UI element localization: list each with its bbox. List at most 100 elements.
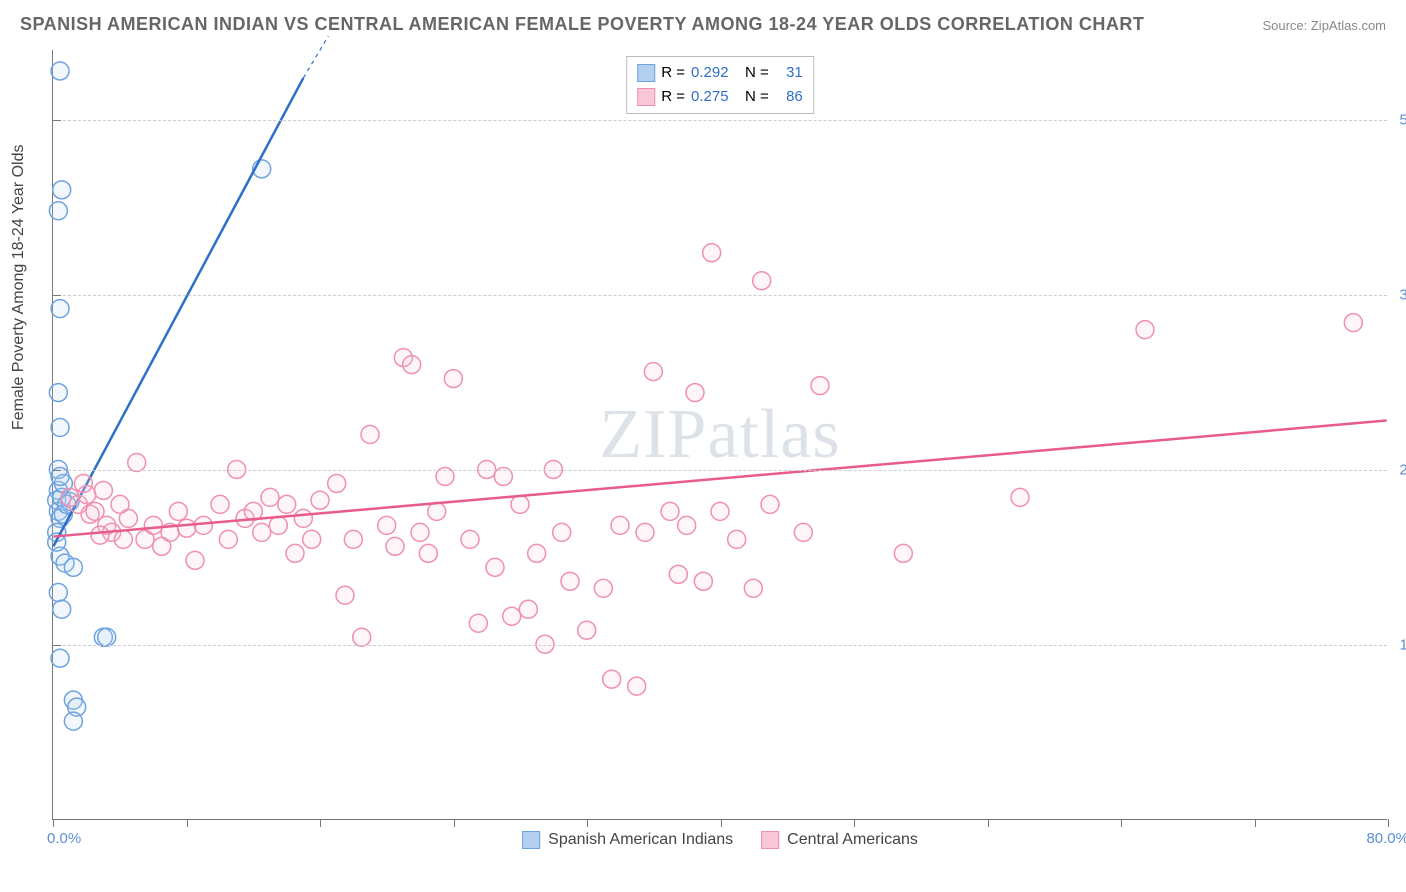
data-point (811, 377, 829, 395)
chart-plot-area: ZIPatlas R = 0.292 N = 31 R = 0.275 N = … (52, 50, 1387, 820)
data-point (53, 181, 71, 199)
data-point (278, 495, 296, 513)
data-point (336, 586, 354, 604)
data-point (761, 495, 779, 513)
y-tick-label: 25.0% (1399, 462, 1406, 479)
data-point (303, 530, 321, 548)
y-tick-label: 50.0% (1399, 112, 1406, 129)
data-point (53, 600, 71, 618)
legend-item-series-1: Spanish American Indians (522, 831, 733, 849)
r-label: R = (661, 85, 685, 109)
data-point (386, 537, 404, 555)
data-point (794, 523, 812, 541)
data-point (711, 502, 729, 520)
data-point (98, 628, 116, 646)
data-point (328, 474, 346, 492)
data-point (561, 572, 579, 590)
y-tick (53, 645, 61, 646)
data-point (553, 523, 571, 541)
swatch-series-2 (637, 88, 655, 106)
data-point (636, 523, 654, 541)
x-axis-min-label: 0.0% (47, 830, 81, 847)
data-point (49, 584, 67, 602)
data-point (64, 712, 82, 730)
data-point (461, 530, 479, 548)
y-tick-label: 12.5% (1399, 637, 1406, 654)
x-tick (187, 819, 188, 827)
x-axis-max-label: 80.0% (1366, 830, 1406, 847)
legend-item-series-2: Central Americans (761, 831, 918, 849)
data-point (269, 516, 287, 534)
swatch-series-2-icon (761, 831, 779, 849)
data-point (444, 370, 462, 388)
data-point (286, 544, 304, 562)
data-point (178, 519, 196, 537)
x-tick (454, 819, 455, 827)
gridline (53, 645, 1387, 646)
data-point (403, 356, 421, 374)
data-point (1136, 321, 1154, 339)
x-tick (320, 819, 321, 827)
data-point (694, 572, 712, 590)
y-tick-label: 37.5% (1399, 287, 1406, 304)
n-value-series-1: 31 (775, 61, 803, 85)
data-point (94, 481, 112, 499)
data-point (353, 628, 371, 646)
stats-row-series-1: R = 0.292 N = 31 (637, 61, 803, 85)
data-point (261, 488, 279, 506)
x-tick (988, 819, 989, 827)
correlation-stats-legend: R = 0.292 N = 31 R = 0.275 N = 86 (626, 56, 814, 114)
trend-line-extension (303, 36, 328, 78)
data-point (611, 516, 629, 534)
data-point (64, 558, 82, 576)
data-point (519, 600, 537, 618)
data-point (678, 516, 696, 534)
swatch-series-1 (637, 64, 655, 82)
data-point (128, 453, 146, 471)
data-point (628, 677, 646, 695)
data-point (703, 244, 721, 262)
data-point (219, 530, 237, 548)
n-value-series-2: 86 (775, 85, 803, 109)
data-point (511, 495, 529, 513)
x-tick (854, 819, 855, 827)
data-point (144, 516, 162, 534)
x-tick (587, 819, 588, 827)
n-label: N = (745, 85, 769, 109)
data-point (486, 558, 504, 576)
data-point (661, 502, 679, 520)
data-point (1011, 488, 1029, 506)
data-point (503, 607, 521, 625)
data-point (728, 530, 746, 548)
data-point (119, 509, 137, 527)
x-tick (1388, 819, 1389, 827)
data-point (51, 649, 69, 667)
scatter-plot-svg (53, 50, 1387, 819)
data-point (253, 523, 271, 541)
stats-row-series-2: R = 0.275 N = 86 (637, 85, 803, 109)
chart-title: SPANISH AMERICAN INDIAN VS CENTRAL AMERI… (20, 14, 1144, 35)
x-tick (53, 819, 54, 827)
data-point (428, 502, 446, 520)
data-point (361, 426, 379, 444)
data-point (344, 530, 362, 548)
x-tick (1255, 819, 1256, 827)
r-value-series-1: 0.292 (691, 61, 739, 85)
data-point (644, 363, 662, 381)
data-point (1344, 314, 1362, 332)
data-point (603, 670, 621, 688)
y-axis-label: Female Poverty Among 18-24 Year Olds (10, 145, 28, 431)
data-point (169, 502, 187, 520)
gridline (53, 470, 1387, 471)
y-tick (53, 295, 61, 296)
r-label: R = (661, 61, 685, 85)
legend-label-series-2: Central Americans (787, 831, 918, 849)
data-point (51, 62, 69, 80)
data-point (49, 202, 67, 220)
y-tick (53, 470, 61, 471)
data-point (594, 579, 612, 597)
data-point (744, 579, 762, 597)
data-point (378, 516, 396, 534)
data-point (753, 272, 771, 290)
n-label: N = (745, 61, 769, 85)
